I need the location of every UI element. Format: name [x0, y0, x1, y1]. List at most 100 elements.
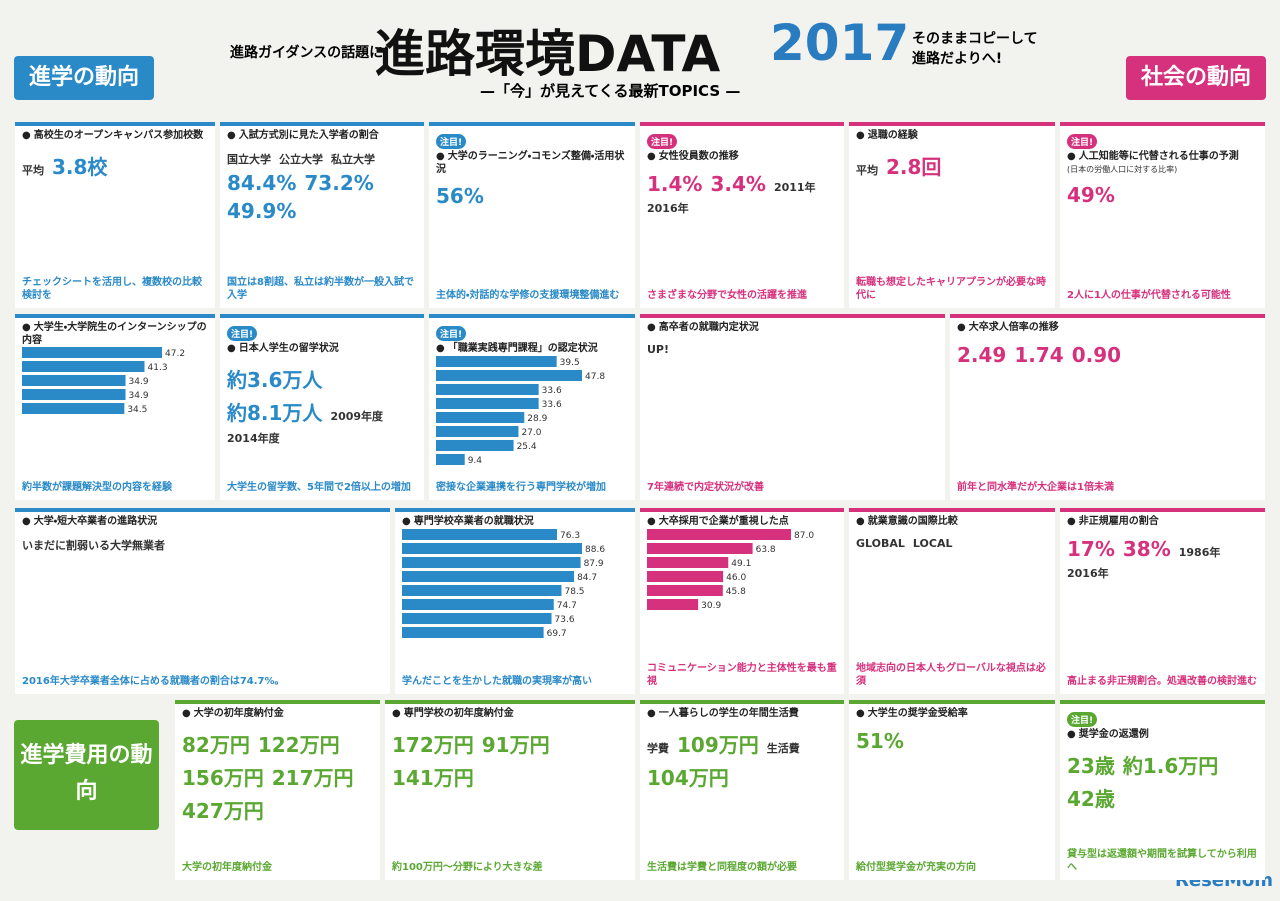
callouts: 172万円 91万円 141万円	[392, 729, 628, 791]
callout: 427万円	[182, 798, 264, 823]
callouts: 17% 38% 1986年 2016年	[1067, 537, 1258, 581]
bar	[647, 584, 723, 596]
caption: 大学生の留学数、5年間で2倍以上の増加	[227, 482, 411, 493]
bar	[647, 542, 753, 554]
caption: チェックシートを活用し、複数校の比較検討を	[22, 277, 202, 301]
callout: 3.8校	[52, 154, 108, 179]
callout: 約1.6万円	[1122, 753, 1219, 778]
caption: 生活費は学費と同程度の額が必要	[647, 862, 797, 873]
tag: 注目!	[436, 326, 467, 341]
callout: LOCAL	[912, 536, 953, 550]
callout: 104万円	[647, 765, 729, 790]
callout: 1.4%	[647, 171, 703, 196]
bar-value: 34.9	[129, 377, 149, 387]
panel: 大学生の奨学金受給率 51% 給付型奨学金が充実の方向	[849, 700, 1055, 880]
panel-title: 非正規雇用の割合	[1067, 516, 1258, 529]
callouts: 国立大学 公立大学 私立大学 84.4% 73.2% 49.9%	[227, 151, 417, 223]
bar	[436, 425, 519, 437]
caption: 主体的・対話的な学修の支援環境整備進む	[436, 290, 620, 301]
tag: 注目!	[1067, 712, 1098, 727]
callout: 17%	[1067, 536, 1115, 561]
callout: 2011年	[773, 180, 816, 194]
callout: いまだに割弱いる大学無業者	[22, 538, 165, 552]
callout: 38%	[1122, 536, 1171, 561]
bar	[22, 403, 125, 414]
bar-value: 74.7	[557, 601, 577, 611]
panel-title: 日本人学生の留学状況	[227, 343, 417, 356]
panel-title: 女性役員数の推移	[647, 151, 837, 164]
callouts: GLOBAL LOCAL	[856, 537, 1048, 550]
bar	[22, 361, 145, 372]
callout: 1.74	[1014, 342, 1064, 367]
panel: 専門学校の初年度納付金 172万円 91万円 141万円約100万円～分野により大きな…	[385, 700, 635, 880]
bar-chart: 47.2 41.3 34.9 34.9 34.5	[22, 347, 185, 415]
callout: 学費	[647, 741, 669, 755]
caption: 大学の初年度納付金	[182, 862, 272, 873]
panel-title: 高卒者の就職内定状況	[647, 322, 938, 335]
callouts: 1.4% 3.4% 2011年 2016年	[647, 172, 837, 216]
bar-chart: 87.0 63.8 49.1 46.0 45.8 30.9	[647, 528, 814, 611]
callout: 73.2%	[304, 170, 374, 195]
panel-title: 専門学校の初年度納付金	[392, 708, 628, 721]
title: 進路環境DATA	[375, 25, 721, 83]
bar	[436, 397, 539, 409]
callout: 84.4%	[227, 170, 297, 195]
bar-value: 30.9	[701, 601, 721, 611]
bar-value: 63.8	[756, 545, 776, 555]
panel-title: 人工知能等に代替される仕事の予測	[1067, 151, 1258, 164]
callout: 約3.6万人	[227, 367, 323, 392]
callout: 49.9%	[227, 198, 297, 223]
caption: さまざまな分野で女性の活躍を推進	[647, 290, 807, 301]
callouts: 56%	[436, 184, 628, 208]
panel: 非正規雇用の割合 17% 38% 1986年 2016年高止まる非正規割合。処遇改善の検…	[1060, 508, 1265, 694]
panel-title: 就業意識の国際比較	[856, 516, 1048, 529]
bar-value: 39.5	[560, 358, 580, 368]
panel-title: 大学の初年度納付金	[182, 708, 373, 721]
bar	[647, 598, 699, 610]
panel: 注目! 大学のラーニング・コモンズ整備・活用状況 56% 主体的・対話的な学修の支援環…	[429, 122, 635, 308]
bar	[402, 542, 582, 554]
callout: 2009年度	[330, 409, 384, 423]
panel: 大学の初年度納付金82万円122万円156万円217万円427万円大学の初年度納…	[175, 700, 380, 880]
caption: 転職も想定したキャリアプランが必要な時代に	[856, 277, 1046, 301]
bar-value: 87.0	[794, 531, 814, 541]
panel-title: 大学のラーニング・コモンズ整備・活用状況	[436, 151, 628, 176]
bar	[647, 556, 729, 568]
callout: 2016年	[647, 201, 689, 215]
panel: 注目! 「職業実践専門課程」の認定状況 39.5 47.8 33.6 33.6 28.9 27…	[429, 314, 635, 500]
bar	[402, 626, 544, 638]
panel-title: 奨学金の返還例	[1067, 729, 1258, 742]
bar	[647, 570, 724, 582]
caption: 地域志向の日本人もグローバルな視点は必須	[856, 663, 1046, 687]
caption: 2人に1人の仕事が代替される可能性	[1067, 290, 1231, 301]
bar-value: 76.3	[560, 531, 580, 541]
panel: 注目! 人工知能等に代替される仕事の予測(日本の労働人口に対する比率) 49% 2人に…	[1060, 122, 1265, 308]
callout: 82万円	[182, 732, 250, 757]
caption: 学んだことを生かした就職の実現率が高い	[402, 676, 592, 687]
panel-title: 大学・短大卒業者の進路状況	[22, 516, 383, 529]
bar	[402, 612, 552, 624]
bar-value: 49.1	[731, 559, 751, 569]
note: そのままコピーして 進路だよりへ!	[912, 31, 1038, 67]
callout: 141万円	[392, 765, 474, 790]
bar	[436, 355, 557, 367]
callout: 3.4%	[710, 171, 766, 196]
caption: 給付型奨学金が充実の方向	[856, 862, 976, 873]
section-label: 進学の動向	[14, 56, 154, 100]
callout: 217万円	[271, 765, 354, 790]
panel-title: 退職の経験	[856, 130, 1048, 143]
caption: 2016年大学卒業者全体に占める就職者の割合は74.7%。	[22, 676, 285, 687]
bar-value: 34.9	[129, 391, 149, 401]
panel-title: 大卒採用で企業が重視した点	[647, 516, 837, 529]
callout: UP!	[647, 342, 670, 356]
callout: 109万円	[677, 732, 759, 757]
callout: 2014年度	[227, 431, 280, 445]
callout: 2.8回	[886, 154, 942, 179]
callouts: 2.49 1.74 0.90	[957, 343, 1258, 367]
